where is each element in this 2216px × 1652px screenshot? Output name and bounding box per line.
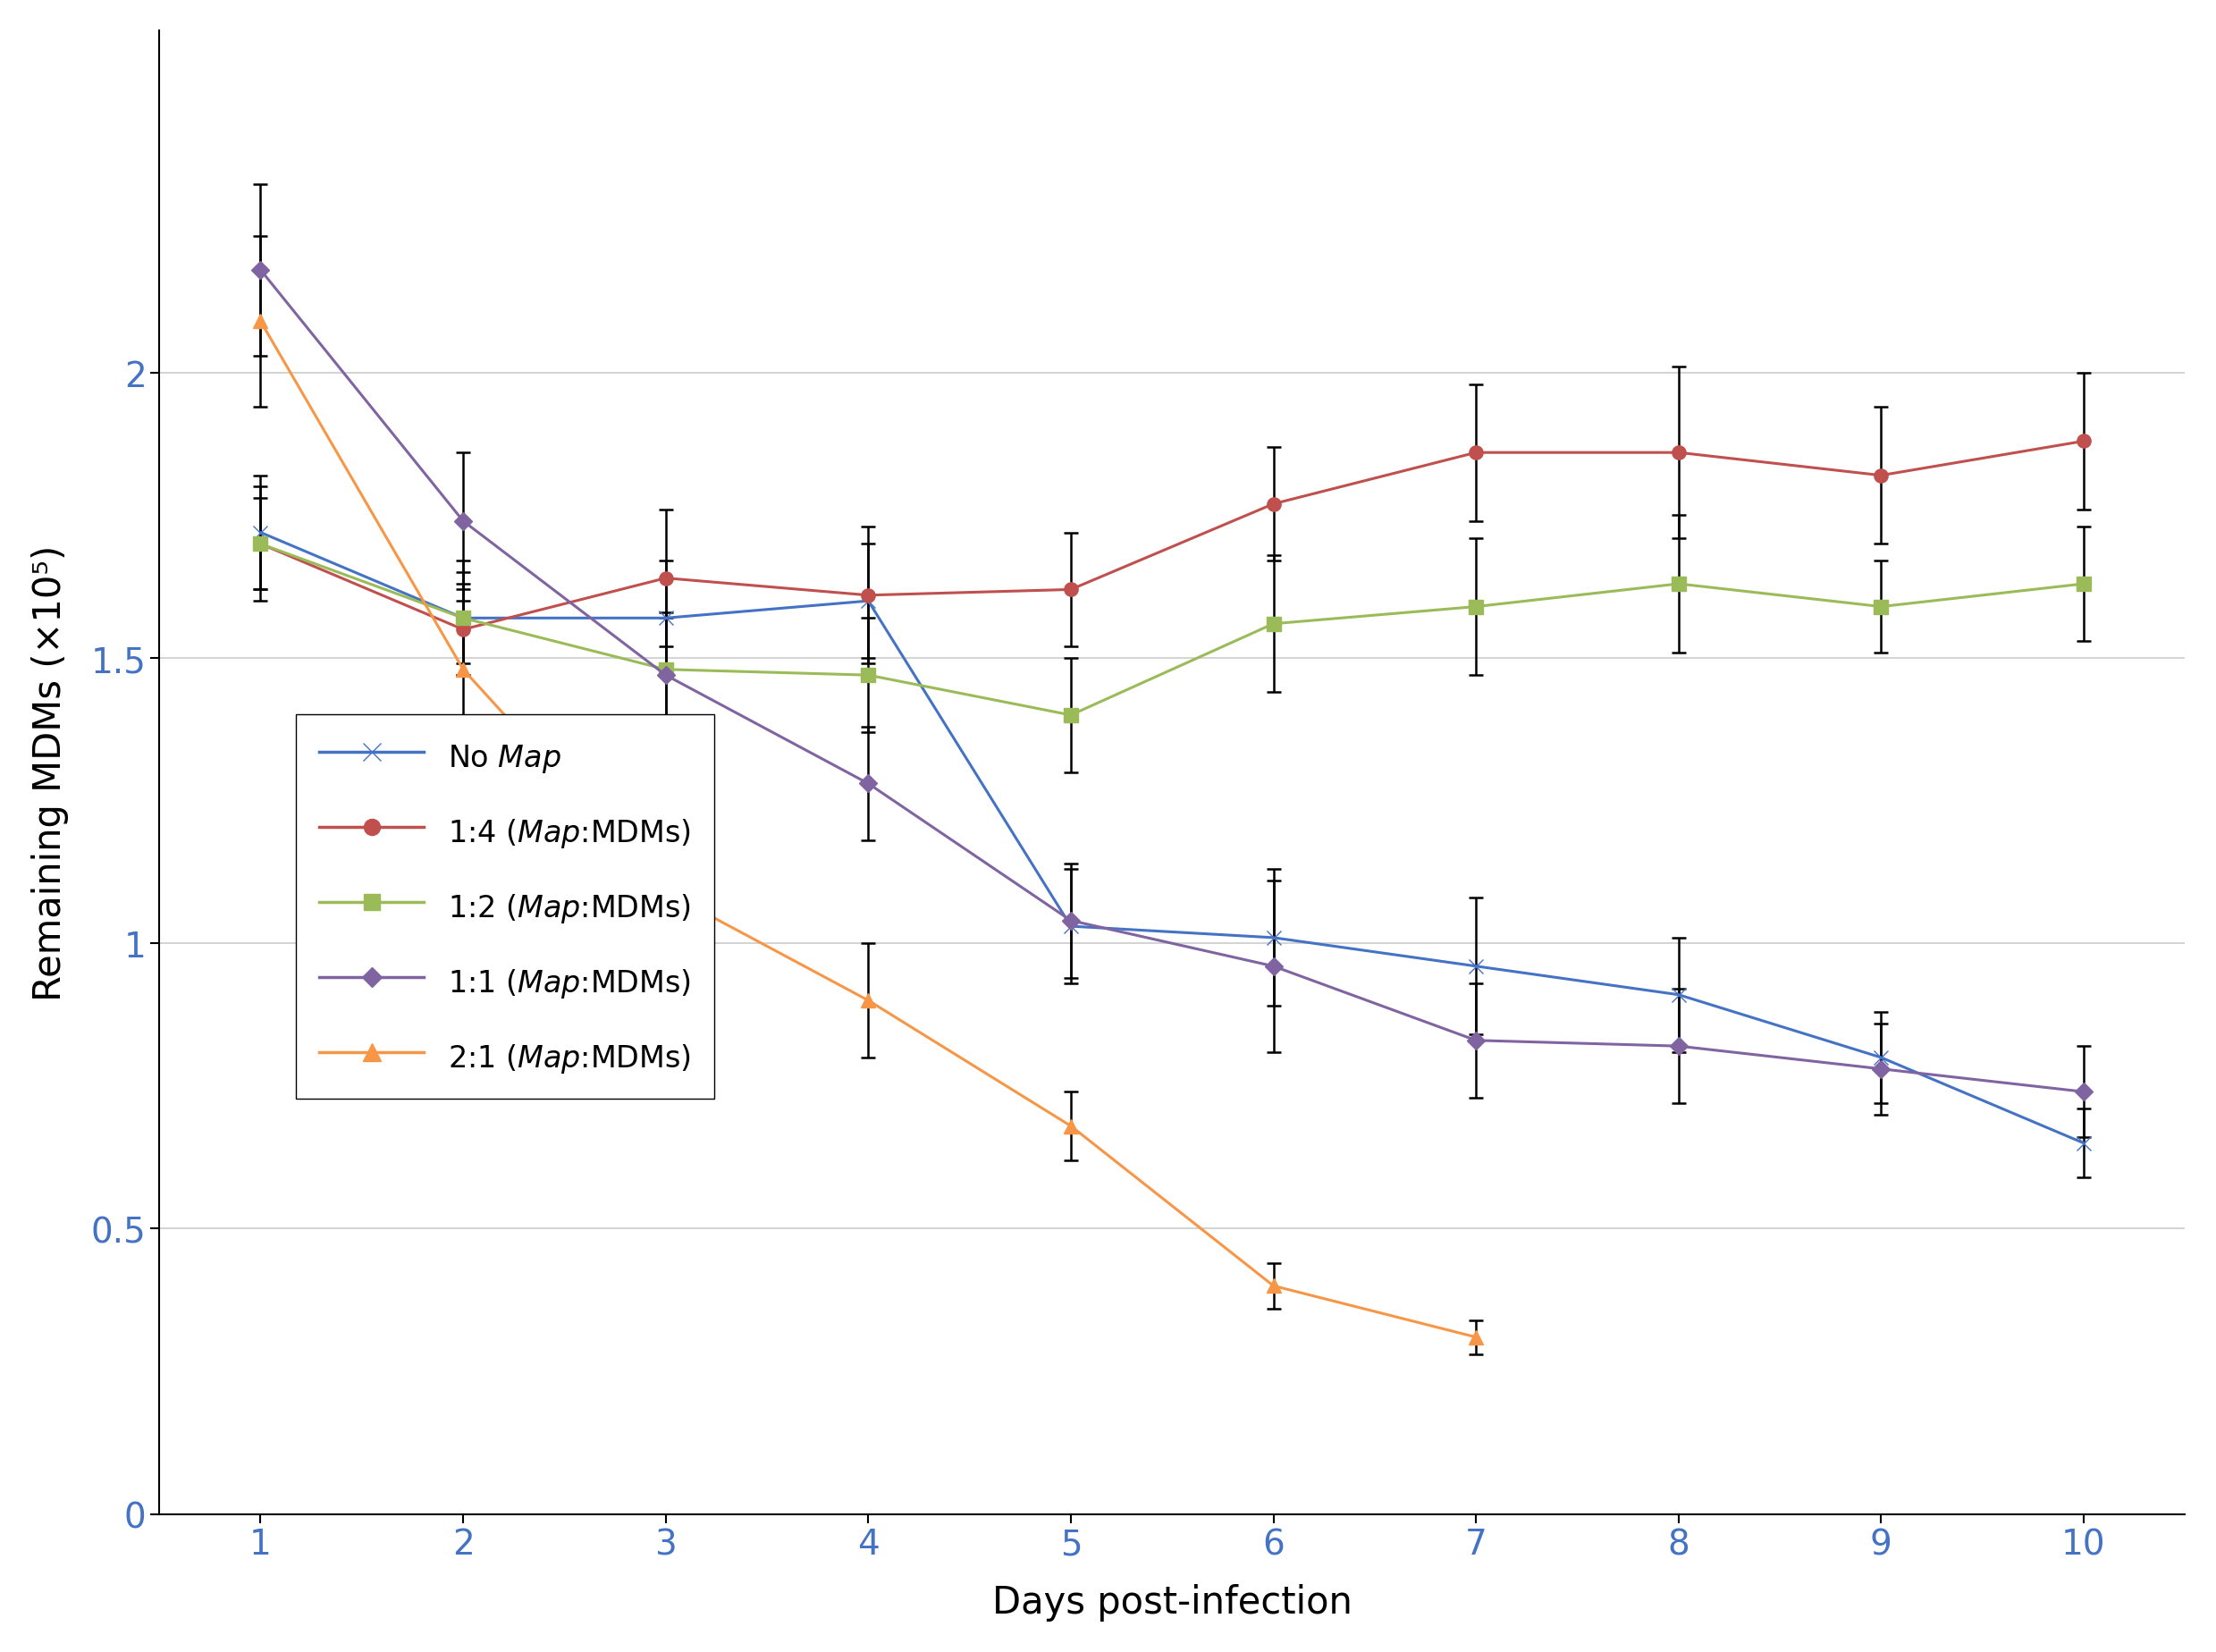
Y-axis label: Remaining MDMs (×10⁵): Remaining MDMs (×10⁵)	[31, 545, 69, 1001]
X-axis label: Days post-infection: Days post-infection	[993, 1584, 1352, 1621]
Legend: No $\it{Map}$, 1:4 ($\it{Map}$:MDMs), 1:2 ($\it{Map}$:MDMs), 1:1 ($\it{Map}$:MDM: No $\it{Map}$, 1:4 ($\it{Map}$:MDMs), 1:…	[295, 715, 714, 1099]
